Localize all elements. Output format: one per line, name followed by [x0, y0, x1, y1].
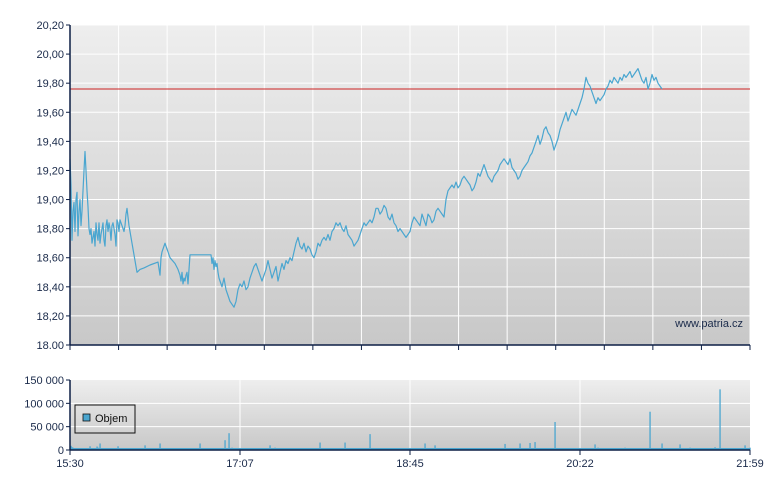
volume-axes: 150 000 100 000 50 000 015:30 17:07 18:45 20:2…: [24, 375, 764, 470]
y-tick-label: 20,00: [36, 49, 64, 61]
legend-swatch-icon: [82, 413, 91, 422]
volume-bar: [159, 443, 161, 450]
y-tick-label: 20,20: [36, 20, 64, 32]
x-tick-label: 21:59: [736, 458, 764, 470]
volume-bar: [504, 443, 506, 450]
volume-bar: [228, 433, 230, 450]
legend-box: [74, 404, 136, 434]
price-line: [69, 67, 663, 308]
volume-bar: [424, 443, 426, 450]
y-tick-label: 18,80: [36, 224, 64, 236]
y-tick-label: 18,20: [36, 311, 64, 323]
y-tick-label: 19,60: [36, 107, 64, 119]
y-tick-label: 18,40: [36, 282, 64, 294]
volume-bar: [319, 442, 321, 450]
y-tick-label: 19,20: [36, 165, 64, 177]
x-tick-label: 18:45: [396, 458, 424, 470]
volume-bar: [554, 422, 556, 450]
volume-bar: [224, 440, 226, 450]
price-axes: 20,20 20,00 19,80 19,60 19,40 19,20 19,00 18,80…: [36, 20, 751, 352]
volume-bar: [519, 443, 521, 450]
x-tick-label: 17:07: [226, 458, 254, 470]
x-tick-label: 20:22: [566, 458, 594, 470]
volume-bar: [534, 442, 536, 450]
price-panel: www.patria.cz 20,20 20,00 19,80 19,60 19,40 1…: [36, 20, 751, 352]
watermark: www.patria.cz: [674, 318, 743, 330]
volume-bar: [369, 434, 371, 450]
volume-bar: [744, 445, 746, 450]
y-tick-label: 19,40: [36, 136, 64, 148]
y-tick-label: 18.00: [36, 340, 64, 352]
volume-bar: [269, 445, 271, 450]
volume-bar: [529, 443, 531, 450]
volume-bar: [199, 443, 201, 450]
y-tick-label: 18,60: [36, 253, 64, 265]
y-tick-label: 19,80: [36, 78, 64, 90]
volume-bar: [70, 445, 72, 450]
legend: Objem: [74, 404, 136, 434]
y-tick-label: 0: [58, 445, 64, 457]
price-grid: [70, 24, 751, 345]
volume-bar: [144, 445, 146, 450]
x-tick-label: 15:30: [56, 458, 84, 470]
volume-bar: [749, 447, 751, 450]
volume-grid: [70, 380, 750, 450]
y-tick-label: 50 000: [30, 422, 64, 434]
volume-bar: [434, 445, 436, 450]
y-tick-label: 19,00: [36, 195, 64, 207]
volume-bar: [344, 442, 346, 450]
legend-label: Objem: [95, 413, 127, 425]
volume-bar: [649, 411, 651, 450]
y-tick-label: 150 000: [24, 375, 64, 387]
volume-bar: [594, 444, 596, 450]
y-tick-label: 100 000: [24, 398, 64, 410]
volume-bar: [719, 389, 721, 450]
volume-panel: 150 000 100 000 50 000 015:30 17:07 18:45 20:2…: [24, 375, 764, 470]
volume-bar: [679, 444, 681, 450]
volume-bar: [99, 443, 101, 450]
volume-bar: [661, 443, 663, 450]
